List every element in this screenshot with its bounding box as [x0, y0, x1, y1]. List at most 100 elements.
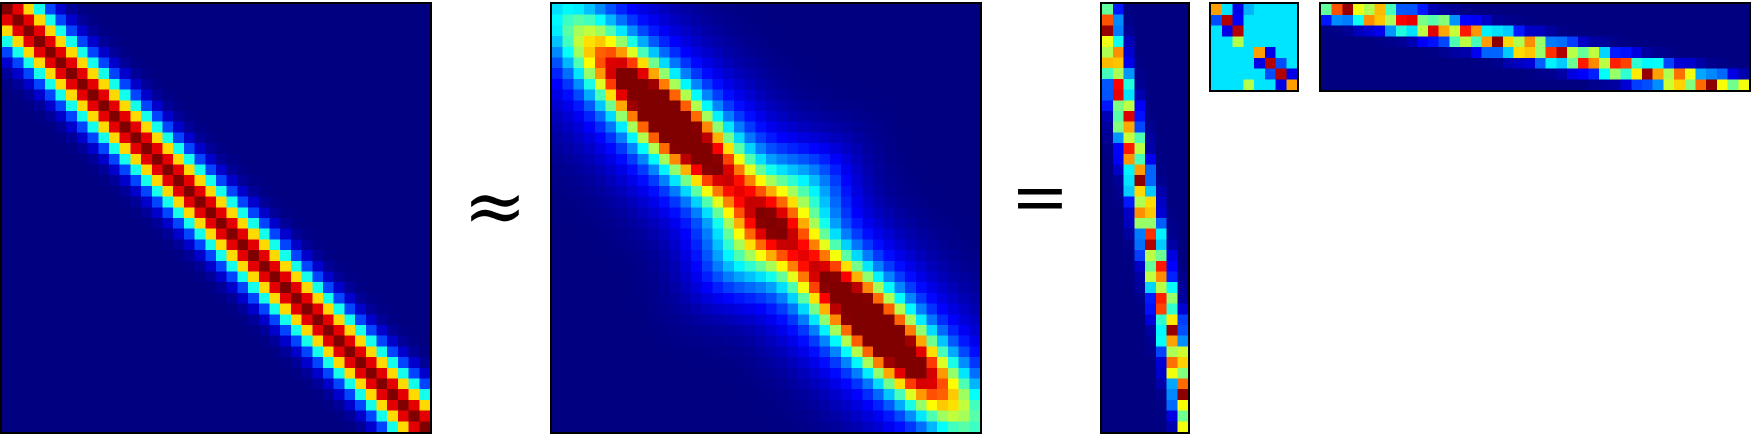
target-matrix-cell [290, 153, 302, 165]
target-matrix-cell [87, 89, 99, 101]
target-matrix-cell [194, 143, 206, 155]
approximation-matrix-cell [594, 346, 606, 358]
right-factor-cell [1695, 25, 1707, 37]
left-factor-cell [1123, 100, 1135, 112]
approximation-matrix-cell [680, 399, 692, 411]
target-matrix-cell [194, 314, 206, 326]
approximation-matrix-cell [766, 164, 777, 176]
left-factor-cells [1102, 4, 1188, 432]
target-matrix-cell [183, 410, 195, 422]
approximation-matrix-cell [669, 378, 681, 390]
approximation-matrix-cell [637, 89, 649, 101]
right-factor-cell [1385, 36, 1397, 48]
approximation-matrix-cell [626, 4, 638, 15]
target-matrix-cell [76, 78, 88, 90]
approximation-matrix-cell [562, 78, 574, 90]
target-matrix-cell [173, 143, 185, 155]
approximation-matrix-cell [926, 325, 938, 336]
core-matrix-cell [1211, 4, 1222, 15]
target-matrix-cell [119, 14, 131, 26]
right-factor-cell [1695, 4, 1707, 15]
approximation-matrix-cell [573, 164, 585, 176]
approximation-matrix-cell [873, 175, 884, 187]
left-factor-cell [1177, 260, 1188, 272]
left-factor-cell [1166, 185, 1178, 197]
target-matrix-cell [141, 14, 153, 26]
approximation-matrix-cell [926, 100, 938, 112]
target-matrix-cell [98, 196, 110, 208]
target-matrix-cell [408, 260, 420, 272]
target-matrix-cell [87, 399, 99, 411]
target-matrix-cell [301, 378, 313, 390]
target-matrix-cell [216, 175, 227, 187]
approximation-matrix-cell [552, 378, 563, 390]
approximation-matrix-cell [616, 143, 628, 155]
approximation-matrix-cell [616, 14, 628, 26]
left-factor-cell [1145, 4, 1156, 15]
approximation-matrix-cell [883, 250, 895, 262]
left-factor-cell [1112, 25, 1124, 37]
approximation-matrix-cell [766, 89, 777, 101]
approximation-matrix-cell [594, 410, 606, 422]
approximation-matrix-cell [669, 143, 681, 155]
target-matrix-cell [387, 78, 399, 90]
core-matrix-cell [1232, 79, 1244, 90]
approximation-matrix-cell [637, 36, 649, 48]
target-matrix-cell [269, 175, 281, 187]
right-factor-cell [1460, 47, 1472, 58]
approximation-matrix-cell [969, 100, 980, 112]
approximation-matrix-cell [680, 175, 692, 187]
target-matrix-cell [130, 100, 142, 112]
approximation-matrix-cell [605, 335, 617, 347]
approximation-matrix-cell [733, 314, 745, 326]
approximation-matrix-cell [605, 218, 617, 229]
target-matrix-cell [173, 196, 185, 208]
approximation-matrix-cell [701, 357, 713, 369]
approximation-matrix-cell [851, 143, 863, 155]
target-matrix-cell [162, 357, 174, 369]
target-matrix-cell [312, 185, 324, 197]
target-matrix-cell [269, 46, 281, 58]
target-matrix-cell [419, 346, 430, 358]
target-matrix-cell [119, 4, 131, 15]
target-matrix-cell [301, 292, 313, 304]
approximation-matrix-cell [830, 292, 842, 304]
approximation-matrix-cell [819, 357, 831, 369]
approximation-matrix-cell [605, 357, 617, 369]
target-matrix-cell [205, 399, 217, 411]
approximation-matrix-cell [915, 57, 927, 69]
left-factor-cell [1102, 378, 1113, 390]
left-factor-cell [1155, 153, 1167, 165]
approximation-matrix-cell [915, 250, 927, 262]
approximation-matrix-cell [766, 389, 777, 401]
approximation-matrix-cell [883, 196, 895, 208]
target-matrix-cell [333, 175, 345, 187]
left-factor-cell [1155, 389, 1167, 401]
right-factor-cell [1481, 36, 1493, 48]
target-matrix-cell [183, 378, 195, 390]
approximation-matrix-cell [808, 121, 820, 133]
left-factor-cell [1123, 14, 1135, 26]
approximation-matrix-cell [787, 325, 799, 336]
right-factor-cell [1620, 4, 1632, 15]
target-matrix-cell [130, 25, 142, 37]
approximation-matrix-cell [648, 121, 660, 133]
left-factor-cell [1177, 346, 1188, 358]
left-factor-cell [1177, 399, 1188, 411]
approximation-matrix-cell [755, 25, 767, 37]
right-factor-cell [1374, 14, 1386, 26]
approximation-matrix-cell [733, 282, 745, 294]
approximation-matrix-cell [873, 239, 884, 251]
approximation-matrix-cell [552, 421, 563, 432]
approximation-matrix-cell [723, 314, 735, 326]
approximation-matrix-cell [669, 260, 681, 272]
approximation-matrix-cell [766, 196, 777, 208]
approximation-matrix-cell [830, 218, 842, 229]
target-matrix-cell [248, 25, 260, 37]
approximation-matrix-cell [701, 399, 713, 411]
left-factor-cell [1112, 410, 1124, 422]
right-factor-cell [1470, 4, 1482, 15]
core-matrix-cell [1275, 57, 1287, 69]
target-matrix-cell [290, 218, 302, 229]
target-matrix-cell [194, 260, 206, 272]
